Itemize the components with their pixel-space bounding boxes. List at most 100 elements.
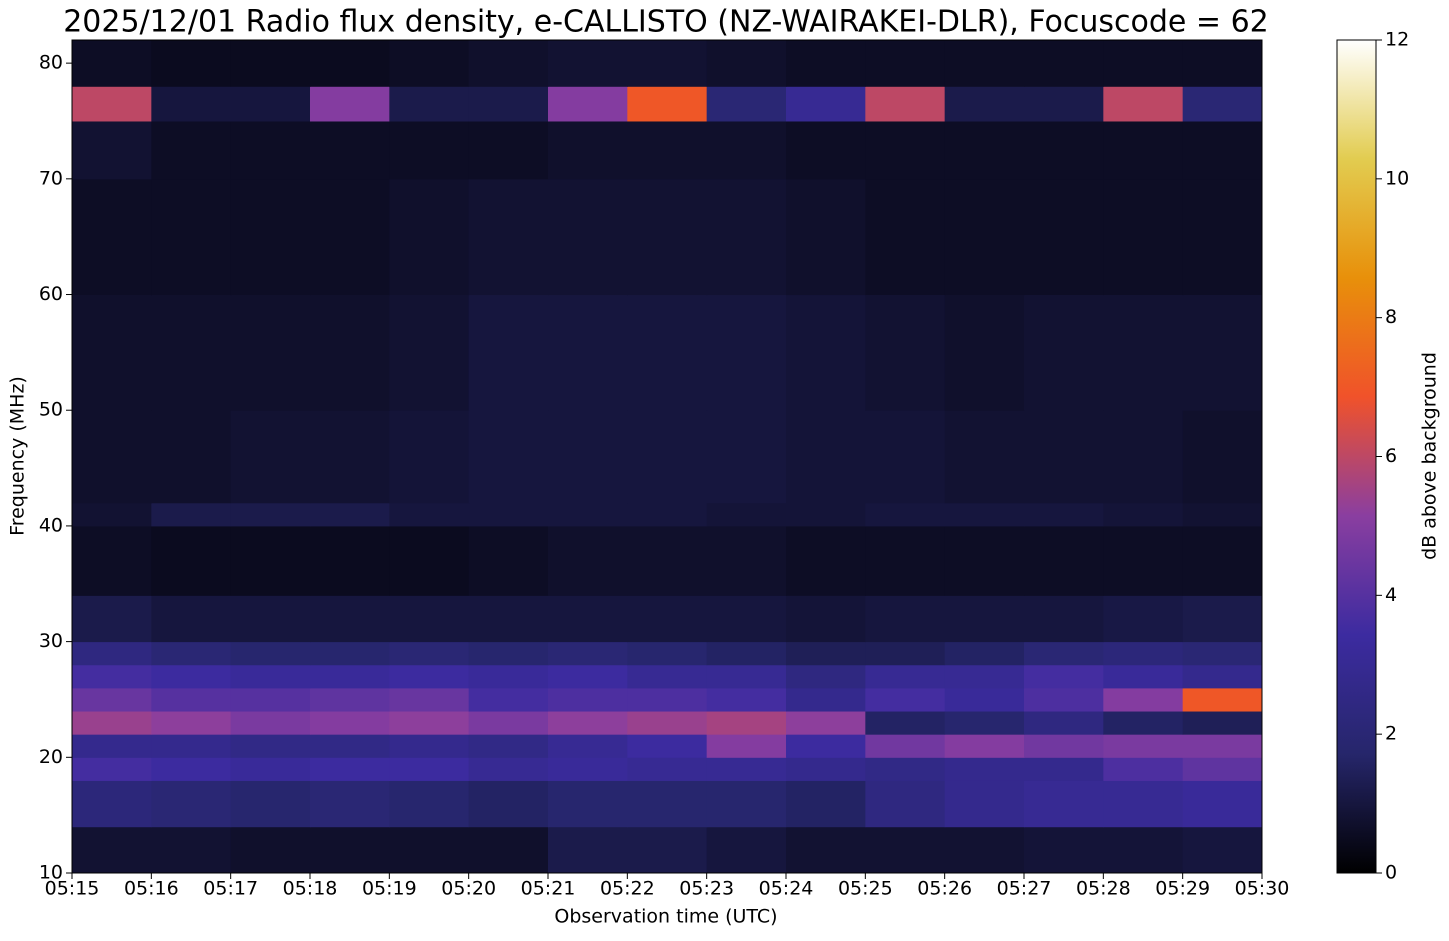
heatmap-cell xyxy=(468,757,549,781)
heatmap-cell xyxy=(1024,687,1104,712)
x-tick-label: 05:29 xyxy=(1155,878,1210,900)
heatmap-cell xyxy=(627,780,708,828)
heatmap-cell xyxy=(1182,294,1263,411)
x-tick-label: 05:21 xyxy=(521,878,576,900)
heatmap-cell xyxy=(310,294,390,411)
colorbar-tick-label: 2 xyxy=(1385,723,1397,745)
heatmap-cell xyxy=(706,780,787,828)
heatmap-cell xyxy=(72,502,152,527)
heatmap-cell xyxy=(548,525,628,596)
heatmap-cell xyxy=(944,641,1025,666)
heatmap-cell xyxy=(1024,410,1104,504)
heatmap-cell xyxy=(548,711,628,735)
heatmap-cell xyxy=(468,120,549,180)
heatmap-cell xyxy=(786,664,866,689)
heatmap-cell xyxy=(706,86,787,122)
heatmap-cell xyxy=(1024,502,1104,527)
heatmap-cell xyxy=(1182,826,1263,874)
heatmap-cell xyxy=(230,641,311,666)
heatmap-cell xyxy=(865,711,946,735)
heatmap-cell xyxy=(944,595,1025,643)
heatmap-cell xyxy=(786,687,866,712)
heatmap-cell xyxy=(944,294,1025,411)
heatmap-cell xyxy=(72,40,152,87)
x-tick-label: 05:30 xyxy=(1235,878,1290,900)
heatmap-cell xyxy=(151,40,232,87)
heatmap-cell xyxy=(1182,734,1263,758)
heatmap-cell xyxy=(468,525,549,596)
heatmap-cell xyxy=(706,120,787,180)
heatmap-cell xyxy=(786,294,866,411)
x-tick-label: 05:20 xyxy=(441,878,496,900)
heatmap-cell xyxy=(151,525,232,596)
heatmap-cell xyxy=(548,86,628,122)
heatmap-cell xyxy=(865,826,946,874)
y-tick-label: 60 xyxy=(39,283,63,305)
heatmap-cell xyxy=(310,664,390,689)
colorbar-tick-label: 12 xyxy=(1385,29,1409,51)
heatmap-cell xyxy=(468,664,549,689)
heatmap-cell xyxy=(786,525,866,596)
heatmap-cell xyxy=(944,757,1025,781)
heatmap-cell xyxy=(72,757,152,781)
heatmap-cell xyxy=(1103,711,1184,735)
y-tick-label: 40 xyxy=(39,514,63,536)
heatmap-cell xyxy=(1024,294,1104,411)
heatmap-cell xyxy=(786,641,866,666)
heatmap-cell xyxy=(72,178,152,296)
heatmap-cell xyxy=(865,641,946,666)
x-tick-label: 05:27 xyxy=(997,878,1052,900)
heatmap-cell xyxy=(706,502,787,527)
heatmap-cell xyxy=(230,410,311,504)
heatmap-cell xyxy=(151,120,232,180)
x-tick-label: 05:28 xyxy=(1076,878,1131,900)
heatmap-cell xyxy=(706,734,787,758)
heatmap-cell xyxy=(389,664,470,689)
heatmap-cell xyxy=(1182,595,1263,643)
heatmap-cell xyxy=(151,780,232,828)
heatmap-cell xyxy=(944,86,1025,122)
heatmap-cell xyxy=(548,502,628,527)
heatmap-cell xyxy=(468,734,549,758)
heatmap-cell xyxy=(865,734,946,758)
heatmap-cell xyxy=(627,86,708,122)
heatmap-cell xyxy=(72,826,152,874)
x-axis-label: Observation time (UTC) xyxy=(554,906,777,928)
heatmap-cell xyxy=(706,40,787,87)
heatmap-cell xyxy=(548,294,628,411)
heatmap-cell xyxy=(1103,178,1184,296)
heatmap-cell xyxy=(72,120,152,180)
heatmap-cell xyxy=(627,595,708,643)
heatmap-cell xyxy=(151,641,232,666)
heatmap-cell xyxy=(389,711,470,735)
heatmap-cell xyxy=(1103,502,1184,527)
heatmap-cell xyxy=(627,120,708,180)
heatmap-cell xyxy=(151,502,232,527)
heatmap-cell xyxy=(1103,595,1184,643)
heatmap-cell xyxy=(786,826,866,874)
heatmap-cell xyxy=(151,757,232,781)
x-tick-label: 05:23 xyxy=(679,878,734,900)
heatmap-cell xyxy=(468,780,549,828)
heatmap-cell xyxy=(1024,826,1104,874)
y-tick-label: 10 xyxy=(39,862,63,884)
heatmap-cell xyxy=(310,687,390,712)
heatmap-cell xyxy=(230,178,311,296)
heatmap-cell xyxy=(706,826,787,874)
heatmap-cell xyxy=(786,502,866,527)
heatmap-cell xyxy=(1024,734,1104,758)
heatmap-cell xyxy=(865,40,946,87)
heatmap-cell xyxy=(1103,687,1184,712)
heatmap-cell xyxy=(944,410,1025,504)
heatmap-cell xyxy=(944,40,1025,87)
heatmap-cell xyxy=(230,780,311,828)
heatmap-cell xyxy=(627,502,708,527)
heatmap-cell xyxy=(389,525,470,596)
x-tick-label: 05:19 xyxy=(362,878,417,900)
x-tick-label: 05:22 xyxy=(600,878,655,900)
heatmap-cell xyxy=(151,826,232,874)
heatmap-cell xyxy=(1024,664,1104,689)
heatmap-cell xyxy=(865,410,946,504)
heatmap-cell xyxy=(389,641,470,666)
heatmap-cell xyxy=(865,780,946,828)
